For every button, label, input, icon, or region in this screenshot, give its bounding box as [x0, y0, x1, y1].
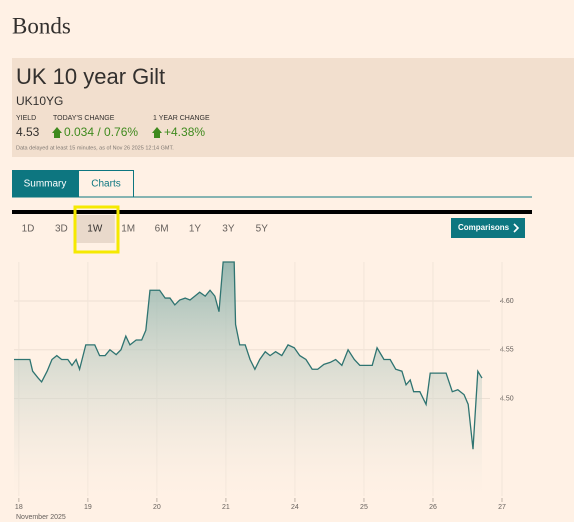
comparisons-button[interactable] [451, 218, 525, 238]
price-line [14, 261, 483, 450]
x-tick-label: 24 [291, 504, 299, 511]
y-tick-label: 4.50 [500, 395, 514, 402]
stat-label: 1 YEAR CHANGE [153, 115, 210, 122]
chart: 4.60 4.55 4.50 18 19 20 21 24 25 26 27 November 202… [14, 261, 514, 521]
period-button[interactable]: 3Y [222, 224, 235, 235]
stat-label: YIELD [16, 115, 36, 122]
period-button[interactable]: 6M [155, 224, 169, 235]
tab-label[interactable]: Summary [24, 179, 67, 190]
tab-label[interactable]: Charts [91, 179, 120, 190]
data-note: Data delayed at least 15 minutes, as of … [16, 145, 174, 151]
y-tick-label: 4.60 [500, 298, 514, 305]
period-button[interactable]: 5Y [256, 224, 269, 235]
quote-panel [12, 58, 574, 157]
stat-value: +4.38% [164, 125, 205, 139]
comparisons-label[interactable]: Comparisons [458, 223, 510, 232]
stat-label: TODAY'S CHANGE [53, 115, 115, 122]
toolbar-rule [12, 210, 532, 214]
period-button[interactable]: 3D [55, 224, 68, 235]
up-arrow [52, 127, 62, 138]
tab[interactable] [78, 170, 134, 198]
x-tick-label: 21 [222, 504, 230, 511]
stat-value: 0.034 / 0.76% [64, 125, 138, 139]
y-tick-label: 4.55 [500, 347, 514, 354]
x-tick-label: 26 [429, 504, 437, 511]
period-selected[interactable] [74, 215, 115, 243]
x-period-label: November 2025 [16, 514, 66, 521]
period-button[interactable]: 1D [22, 224, 35, 235]
chevron [513, 223, 520, 233]
period-button[interactable]: 1Y [189, 224, 202, 235]
x-tick-label: 19 [84, 504, 92, 511]
x-tick-label: 18 [15, 504, 23, 511]
stat-value: 4.53 [16, 125, 40, 139]
period-button[interactable]: 1W [87, 224, 103, 235]
x-tick-label: 20 [153, 504, 161, 511]
highlight-box [73, 205, 120, 254]
x-tick-label: 27 [498, 504, 506, 511]
quote-symbol: UK10YG [16, 94, 63, 108]
area [14, 262, 482, 496]
period-button[interactable]: 1M [121, 224, 135, 235]
up-arrow [152, 127, 162, 138]
x-tick-label: 25 [360, 504, 368, 511]
page-title: Bonds [12, 13, 71, 38]
quote-name: UK 10 year Gilt [16, 64, 165, 89]
tab-active[interactable] [12, 170, 78, 197]
period-buttons: 1D 3D 1W 1M 6M 1Y 3Y 5Y [22, 215, 269, 243]
